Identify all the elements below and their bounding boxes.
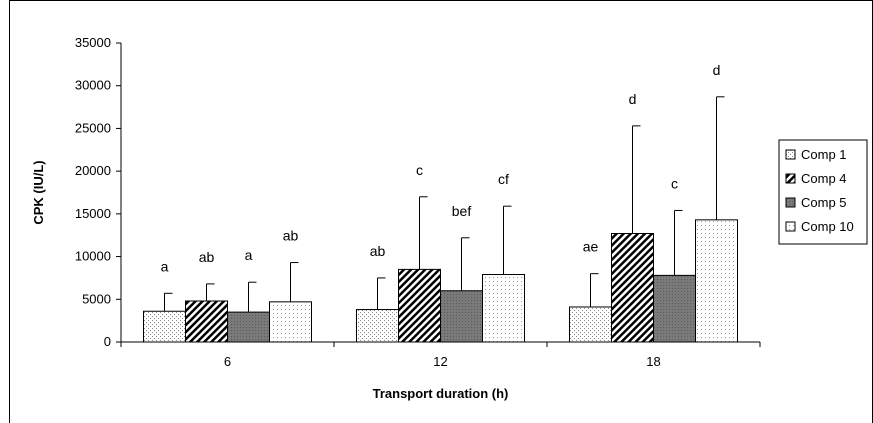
y-tick-label: 20000 xyxy=(75,163,111,178)
legend-swatch xyxy=(785,221,796,232)
bar xyxy=(653,274,696,343)
x-tick-label: 6 xyxy=(224,354,231,369)
x-axis-title: Transport duration (h) xyxy=(373,386,509,401)
significance-label: ab xyxy=(283,228,299,244)
chart-frame xyxy=(9,0,873,423)
bar xyxy=(398,268,441,343)
y-tick-label: 25000 xyxy=(75,120,111,135)
bars: a ab a ab ab c bef cf ae d c d xyxy=(143,62,738,343)
significance-label: a xyxy=(161,258,169,274)
y-tick-label: 0 xyxy=(104,334,111,349)
significance-label: ae xyxy=(583,239,599,255)
significance-label: bef xyxy=(452,203,472,219)
chart-frame-top xyxy=(9,0,873,1)
bar xyxy=(356,309,399,343)
bar xyxy=(227,311,270,343)
y-tick-label: 30000 xyxy=(75,78,111,93)
significance-label: a xyxy=(245,247,253,263)
y-tick-label: 10000 xyxy=(75,249,111,264)
significance-label: cf xyxy=(498,171,509,187)
legend-label: Comp 4 xyxy=(801,171,847,186)
y-tick-label: 5000 xyxy=(82,291,111,306)
legend-label: Comp 5 xyxy=(801,195,847,210)
bar xyxy=(482,274,525,343)
x-tick-label: 18 xyxy=(646,354,660,369)
y-tick-label: 15000 xyxy=(75,206,111,221)
bar xyxy=(611,233,654,343)
significance-label: c xyxy=(671,175,678,191)
y-tick-label: 35000 xyxy=(75,35,111,50)
bar xyxy=(143,310,186,343)
bar xyxy=(269,301,312,343)
legend-swatch xyxy=(785,149,796,160)
significance-label: d xyxy=(629,91,637,107)
bar xyxy=(569,306,612,343)
significance-label: ab xyxy=(199,249,215,265)
significance-label: c xyxy=(416,162,423,178)
significance-label: ab xyxy=(370,243,386,259)
legend-swatch xyxy=(785,173,796,184)
x-axis: 6 12 18 xyxy=(120,341,761,369)
bar xyxy=(440,290,483,343)
y-axis-title: CPK (IU/L) xyxy=(31,160,46,224)
legend-label: Comp 10 xyxy=(801,219,854,234)
bar xyxy=(185,300,228,343)
legend: Comp 1 Comp 4 Comp 5 Comp 10 xyxy=(778,139,868,245)
significance-label: d xyxy=(713,62,721,78)
y-axis: 0 5000 10000 15000 20000 25000 30000 35000 xyxy=(75,35,122,349)
legend-label: Comp 1 xyxy=(801,147,847,162)
legend-swatch xyxy=(785,197,796,208)
bar xyxy=(695,219,738,343)
x-tick-label: 12 xyxy=(433,354,447,369)
